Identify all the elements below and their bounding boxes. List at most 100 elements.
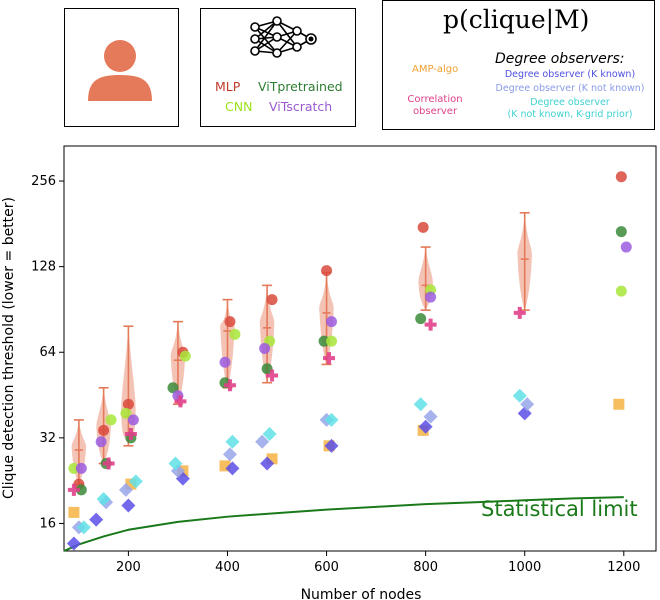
degree-observer-k-not-known-point	[520, 397, 535, 412]
degree-observer-k-known-point	[418, 419, 433, 434]
legend-cnn: CNN	[225, 99, 253, 114]
cnn-point	[229, 328, 241, 340]
legend-correlation-line2: observer	[412, 106, 458, 117]
statistical-limit-label: Statistical limit	[481, 497, 638, 521]
degree-observer-k-not-known-point	[170, 463, 185, 478]
degree-observer-k-known-point	[260, 456, 275, 471]
x-tick-label: 600	[314, 560, 339, 575]
person-icon	[88, 40, 152, 101]
amp-algo-point	[219, 460, 231, 472]
degree-observer-k-not-known-point	[423, 409, 438, 424]
degree-observer-k-not-known-k-grid-prior-point	[128, 474, 143, 489]
correlation-observer-point	[323, 352, 336, 365]
degree-observer-k-not-known-k-grid-prior-point	[324, 412, 339, 427]
vitscratch-point	[95, 436, 107, 448]
degree-observer-k-not-known-point	[255, 434, 270, 449]
human-violin	[220, 299, 235, 388]
x-tick-label: 1000	[508, 560, 541, 575]
mlp-point	[122, 398, 134, 410]
degree-observers-title: Degree observers:	[495, 51, 625, 67]
degree-observer-k-known-point	[175, 471, 190, 486]
degree-observer-k-known-point	[517, 406, 532, 421]
y-tick-label: 64	[39, 345, 56, 360]
legend-amp: AMP-algo	[412, 64, 459, 75]
legend-degree-grid-line1: Degree observer	[530, 97, 610, 108]
amp-algo-point	[68, 506, 80, 518]
amp-algo-point	[177, 465, 189, 477]
mlp-point	[615, 171, 627, 183]
y-axis-label: Clique detection threshold (lower = bett…	[1, 197, 17, 499]
amp-algo-point	[266, 453, 278, 465]
statistical-limit-line	[63, 496, 624, 552]
correlation-observer-point	[124, 428, 137, 441]
vitpretrained-point	[219, 377, 231, 389]
points-layer	[66, 171, 632, 551]
human-violin	[121, 326, 136, 446]
mlp-point	[73, 478, 85, 490]
axis-ticks: 200 400 600 800 1000 1200 16 32 64 128 256	[31, 174, 640, 575]
mlp-point	[98, 424, 110, 436]
x-tick-label: 400	[215, 560, 240, 575]
y-tick-label: 16	[39, 516, 56, 531]
degree-observer-k-known-point	[121, 498, 136, 513]
cnn-point	[105, 414, 117, 426]
degree-observer-k-not-known-point	[99, 495, 114, 510]
amp-algo-point	[323, 440, 335, 452]
observer-legend-box: p(clique|M) AMP-algo Correlation observe…	[382, 0, 655, 130]
vitscratch-point	[259, 342, 271, 354]
vitpretrained-point	[615, 226, 627, 238]
amp-algo-point	[417, 424, 429, 436]
legend-vitscratch: ViTscratch	[269, 99, 333, 114]
cnn-point	[264, 335, 276, 347]
human-legend-box	[64, 8, 179, 127]
amp-algo-point	[125, 478, 137, 490]
observer-title: p(clique|M)	[443, 5, 590, 34]
vitscratch-point	[75, 462, 87, 474]
vitpretrained-point	[125, 432, 137, 444]
plot-frame	[63, 145, 657, 552]
vitpretrained-point	[318, 335, 330, 347]
legend-degree-known: Degree observer (K known)	[504, 69, 636, 80]
mlp-point	[321, 265, 333, 277]
legend-mlp: MLP	[215, 79, 241, 94]
vitscratch-point	[219, 356, 231, 368]
correlation-observer-point	[266, 369, 279, 382]
cnn-point	[68, 462, 80, 474]
mlp-point	[177, 346, 189, 358]
correlation-observer-point	[102, 457, 115, 470]
degree-observer-k-not-known-point	[319, 412, 334, 427]
human-violin	[259, 285, 275, 383]
degree-observer-k-not-known-point	[71, 520, 86, 535]
vitpretrained-point	[167, 382, 179, 394]
human-violin	[170, 321, 186, 405]
x-tick-label: 200	[116, 560, 141, 575]
human-violin	[96, 387, 111, 464]
vitpretrained-point	[75, 484, 87, 496]
degree-observer-k-not-known-point	[118, 482, 133, 497]
degree-observer-k-known-point	[89, 512, 104, 527]
legend-degree-not-known: Degree observer (K not known)	[495, 83, 645, 94]
degree-observer-k-not-known-k-grid-prior-point	[225, 434, 240, 449]
mlp-point	[224, 316, 236, 328]
legend-degree-grid-line2: (K not known, K-grid prior)	[507, 109, 633, 120]
correlation-observer-point	[513, 306, 526, 319]
neural-network-icon	[250, 16, 317, 58]
y-tick-label: 128	[31, 260, 56, 275]
cnn-point	[120, 407, 132, 419]
degree-observer-k-not-known-k-grid-prior-point	[168, 456, 183, 471]
degree-observer-k-known-point	[66, 536, 81, 551]
human-violin	[418, 247, 433, 311]
degree-observer-k-not-known-k-grid-prior-point	[262, 427, 277, 442]
y-tick-label: 256	[31, 174, 56, 189]
amp-algo-point	[613, 398, 625, 410]
cnn-point	[425, 284, 437, 296]
degree-observer-k-known-point	[324, 438, 339, 453]
x-axis-label: Number of nodes	[301, 587, 422, 600]
vitpretrained-point	[261, 363, 273, 375]
vitscratch-point	[620, 241, 632, 253]
degree-observer-k-not-known-k-grid-prior-point	[512, 388, 527, 403]
person-body	[88, 75, 152, 101]
degree-observer-k-not-known-k-grid-prior-point	[76, 520, 91, 535]
human-layer	[71, 211, 532, 485]
x-tick-label: 1200	[607, 560, 640, 575]
